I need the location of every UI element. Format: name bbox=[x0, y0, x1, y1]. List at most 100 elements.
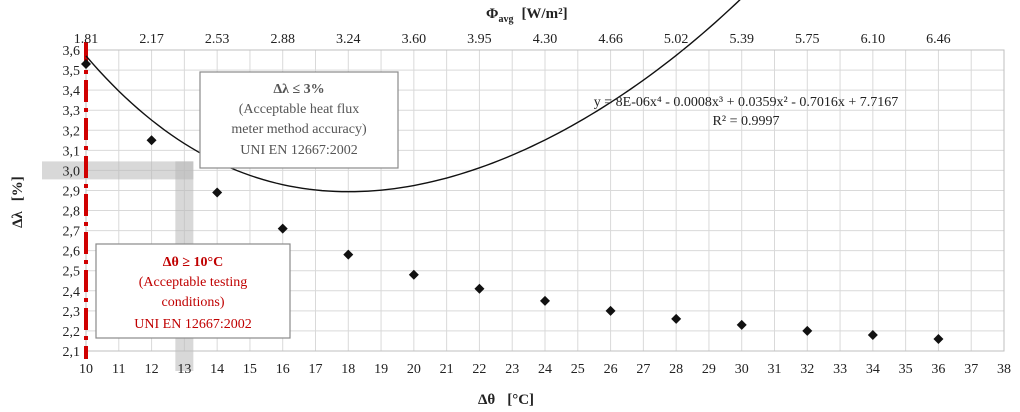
x-tick-label: 17 bbox=[309, 362, 323, 377]
data-point bbox=[474, 283, 485, 294]
x-tick-label: 25 bbox=[571, 362, 585, 377]
y-tick-label: 2,6 bbox=[63, 245, 81, 260]
data-point bbox=[343, 249, 354, 260]
y-tick-label: 3,1 bbox=[63, 144, 81, 159]
annotation-accuracy-line-2: (Acceptable heat flux bbox=[239, 102, 360, 117]
top-tick-label: 5.02 bbox=[664, 32, 689, 47]
top-axis-title-main: Φ bbox=[486, 6, 498, 22]
top-tick-label: 5.39 bbox=[729, 32, 754, 47]
annotation-conditions-box bbox=[95, 243, 291, 339]
y-axis-title-unit: [%] bbox=[10, 176, 26, 201]
x-tick-label: 29 bbox=[702, 362, 716, 377]
x-tick-label: 24 bbox=[538, 362, 552, 377]
regression-equation-text: y = 8E-06x⁴ - 0.0008x³ + 0.0359x² - 0.70… bbox=[594, 95, 899, 110]
data-point bbox=[146, 135, 157, 146]
regression-r2-text: R² = 0.9997 bbox=[713, 114, 780, 129]
x-axis-title-unit: [°C] bbox=[507, 392, 534, 408]
data-point bbox=[277, 223, 288, 234]
top-tick-label: 3.24 bbox=[336, 32, 361, 47]
highlight-band-horizontal bbox=[42, 161, 194, 180]
data-point bbox=[867, 329, 878, 340]
x-tick-label: 21 bbox=[440, 362, 454, 377]
data-point bbox=[540, 295, 550, 306]
x-tick-label: 22 bbox=[472, 362, 486, 377]
x-tick-label: 16 bbox=[276, 362, 290, 377]
data-point bbox=[933, 333, 944, 344]
data-point bbox=[736, 319, 747, 330]
x-tick-label: 13 bbox=[177, 362, 191, 377]
y-tick-label: 3,3 bbox=[63, 104, 81, 119]
x-tick-label: 11 bbox=[112, 362, 125, 377]
data-point bbox=[605, 305, 616, 316]
y-tick-label: 3,5 bbox=[63, 64, 81, 79]
top-tick-label: 6.46 bbox=[926, 32, 951, 47]
x-tick-label: 15 bbox=[243, 362, 257, 377]
x-tick-label: 20 bbox=[407, 362, 421, 377]
y-tick-label: 3,0 bbox=[63, 164, 81, 179]
x-tick-label: 28 bbox=[669, 362, 683, 377]
top-tick-label: 2.53 bbox=[205, 32, 230, 47]
top-tick-label: 3.60 bbox=[402, 32, 427, 47]
x-tick-label: 10 bbox=[79, 362, 93, 377]
x-axis-title: Δθ [°C] bbox=[478, 392, 534, 408]
y-axis-title: Δλ [%] bbox=[10, 176, 26, 228]
x-tick-label: 31 bbox=[768, 362, 782, 377]
x-tick-label: 32 bbox=[800, 362, 814, 377]
data-points bbox=[81, 59, 944, 344]
top-axis-title: Φavg [W/m²] bbox=[486, 6, 568, 25]
x-tick-label: 18 bbox=[341, 362, 355, 377]
x-tick-label: 30 bbox=[735, 362, 749, 377]
top-axis-title-sub: avg bbox=[498, 14, 513, 25]
y-tick-label: 2,9 bbox=[63, 184, 81, 199]
top-tick-label: 6.10 bbox=[861, 32, 886, 47]
annotation-accuracy-line-4: UNI EN 12667:2002 bbox=[240, 143, 357, 158]
top-tick-label: 2.88 bbox=[270, 32, 295, 47]
data-point bbox=[802, 325, 813, 336]
annotation-accuracy-line-3: meter method accuracy) bbox=[231, 122, 367, 137]
x-tick-label: 35 bbox=[899, 362, 913, 377]
x-tick-label: 26 bbox=[604, 362, 618, 377]
x-tick-labels: 10 11 12 13 14 15 16 17 18 19 20 21 22 23 24 25 26 27 28 29… bbox=[79, 362, 1011, 377]
y-tick-label: 2,3 bbox=[63, 305, 81, 320]
x-tick-label: 27 bbox=[636, 362, 650, 377]
y-tick-label: 3,6 bbox=[63, 44, 81, 59]
regression-equation: y = 8E-06x⁴ - 0.0008x³ + 0.0359x² - 0.70… bbox=[594, 95, 899, 129]
data-point bbox=[212, 187, 223, 198]
top-tick-label: 1.81 bbox=[74, 32, 99, 47]
y-tick-label: 3,2 bbox=[63, 124, 81, 139]
y-tick-label: 2,7 bbox=[63, 225, 81, 240]
y-tick-label: 2,2 bbox=[63, 325, 81, 340]
x-tick-label: 14 bbox=[210, 362, 224, 377]
annotation-conditions-line-2: (Acceptable testing bbox=[139, 275, 247, 290]
y-tick-label: 2,8 bbox=[63, 205, 81, 220]
x-tick-label: 19 bbox=[374, 362, 388, 377]
y-tick-label: 2,4 bbox=[63, 285, 81, 300]
top-tick-label: 5.75 bbox=[795, 32, 820, 47]
x-tick-label: 37 bbox=[964, 362, 978, 377]
y-tick-labels: 2,1 2,2 2,3 2,4 2,5 2,6 2,7 2,8 2,9 3,0 3,1 3,2 3,3 3… bbox=[63, 44, 81, 360]
annotation-accuracy-line-1: Δλ ≤ 3% bbox=[273, 82, 324, 97]
data-point bbox=[408, 269, 419, 280]
top-tick-labels: 1.81 2.17 2.53 2.88 3.24 3.60 3.95 4.30 4.66 5.02… bbox=[74, 32, 951, 47]
x-tick-label: 33 bbox=[833, 362, 847, 377]
x-axis-title-main: Δθ bbox=[478, 392, 495, 408]
data-point bbox=[81, 59, 91, 70]
x-tick-label: 36 bbox=[931, 362, 945, 377]
data-point bbox=[671, 313, 682, 324]
y-tick-label: 3,4 bbox=[63, 84, 81, 99]
top-tick-label: 2.17 bbox=[139, 32, 164, 47]
top-tick-label: 3.95 bbox=[467, 32, 492, 47]
x-tick-label: 38 bbox=[997, 362, 1011, 377]
annotation-conditions-line-3: conditions) bbox=[162, 295, 225, 310]
y-axis-title-main: Δλ bbox=[10, 211, 26, 228]
top-tick-label: 4.30 bbox=[533, 32, 558, 47]
annotation-conditions-line-4: UNI EN 12667:2002 bbox=[134, 317, 251, 332]
annotation-conditions-line-1: Δθ ≥ 10°C bbox=[163, 255, 223, 270]
annotation-accuracy-box bbox=[199, 71, 399, 169]
annotation-conditions: Δθ ≥ 10°C (Acceptable testing conditions… bbox=[95, 243, 291, 339]
top-tick-label: 4.66 bbox=[598, 32, 623, 47]
top-axis-title-unit: [W/m²] bbox=[521, 6, 567, 22]
x-tick-label: 34 bbox=[866, 362, 880, 377]
x-tick-label: 23 bbox=[505, 362, 519, 377]
